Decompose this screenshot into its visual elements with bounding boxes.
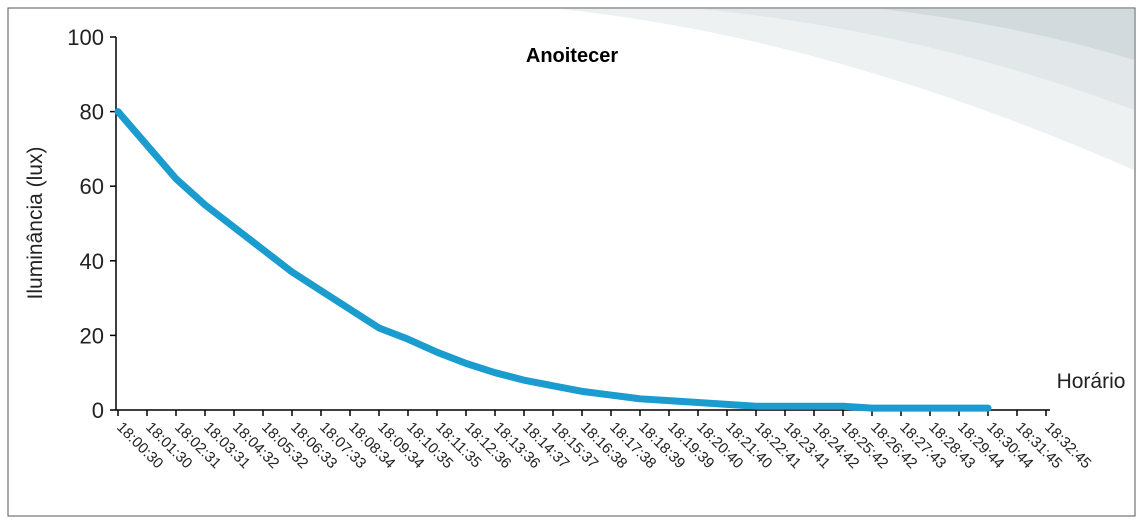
y-axis-label: Iluminância (lux) (24, 147, 47, 300)
y-tick-label: 100 (67, 25, 104, 50)
decor (880, 9, 1134, 60)
data-line (114, 108, 992, 412)
y-tick-label: 60 (80, 174, 104, 199)
decor (700, 9, 1134, 110)
y-tick-label: 80 (80, 100, 104, 125)
y-tick-label: 40 (80, 249, 104, 274)
y-tick-label: 0 (92, 398, 104, 423)
chart-title: Anoitecer (526, 45, 618, 67)
y-tick-label: 20 (80, 323, 104, 348)
x-axis-label: Horário (1057, 370, 1126, 393)
